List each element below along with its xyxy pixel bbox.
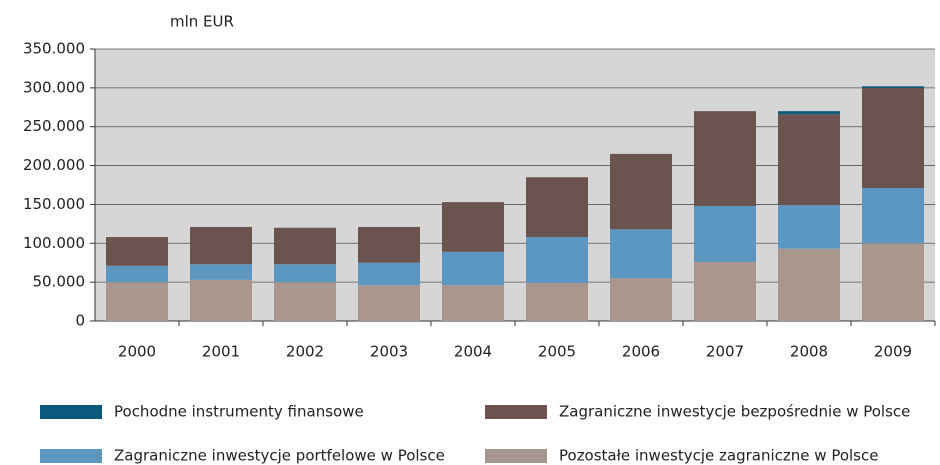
y-tick-label: 50.000 [33, 273, 86, 291]
bar-segment [778, 111, 840, 115]
bar-segment [190, 279, 252, 321]
x-tick-label: 2004 [454, 343, 492, 361]
y-tick-label: 350.000 [23, 40, 85, 58]
bar-segment [106, 282, 168, 321]
x-tick-label: 2005 [538, 343, 576, 361]
bar-segment [862, 188, 924, 244]
bar-segment [610, 153, 672, 230]
bar-segment [694, 111, 756, 206]
x-tick-label: 2001 [202, 343, 240, 361]
bar-segment [274, 264, 336, 283]
y-tick-label: 100.000 [23, 234, 85, 252]
bar-segment [694, 205, 756, 262]
x-tick-label: 2006 [622, 343, 660, 361]
bar-segment [610, 229, 672, 279]
bar-segment [694, 261, 756, 321]
x-tick-label: 2008 [790, 343, 828, 361]
bar-segment [526, 237, 588, 283]
y-tick-label: 200.000 [23, 156, 85, 174]
legend-label: Zagraniczne inwestycje portfelowe w Pols… [114, 447, 445, 465]
bar-segment [190, 264, 252, 280]
x-tick-label: 2002 [286, 343, 324, 361]
bar-segment [610, 278, 672, 321]
bar-segment [442, 285, 504, 321]
bar-segment [358, 226, 420, 263]
bar-segment [862, 243, 924, 321]
bar-segment [526, 282, 588, 321]
bar-segment [358, 285, 420, 321]
legend-swatch [485, 405, 547, 419]
legend-label: Pochodne instrumenty finansowe [114, 403, 364, 421]
bar-segment [106, 237, 168, 266]
legend-swatch [40, 405, 102, 419]
y-tick-label: 150.000 [23, 195, 85, 213]
bar-segment [862, 86, 924, 88]
bar-segment [106, 265, 168, 283]
bar-segment [442, 202, 504, 252]
bar-segment [274, 227, 336, 265]
legend-label: Zagraniczne inwestycje bezpośrednie w Po… [559, 403, 910, 421]
x-tick-label: 2003 [370, 343, 408, 361]
x-tick-label: 2007 [706, 343, 744, 361]
bar-segment [778, 114, 840, 206]
y-axis-label: mln EUR [170, 13, 234, 31]
x-tick-label: 2009 [874, 343, 912, 361]
bar-segment [274, 282, 336, 321]
bar-segment [778, 205, 840, 249]
legend-swatch [40, 449, 102, 463]
y-tick-label: 250.000 [23, 117, 85, 135]
legend-swatch [485, 449, 547, 463]
bar-segment [526, 177, 588, 238]
bar-segment [190, 226, 252, 265]
y-tick-label: 0 [75, 312, 85, 330]
bar-segment [442, 251, 504, 286]
bar-segment [778, 248, 840, 321]
legend-label: Pozostałe inwestycje zagraniczne w Polsc… [559, 447, 878, 465]
x-tick-label: 2000 [118, 343, 156, 361]
bar-segment [358, 262, 420, 286]
y-tick-label: 300.000 [23, 78, 85, 96]
bar-segment [862, 87, 924, 189]
